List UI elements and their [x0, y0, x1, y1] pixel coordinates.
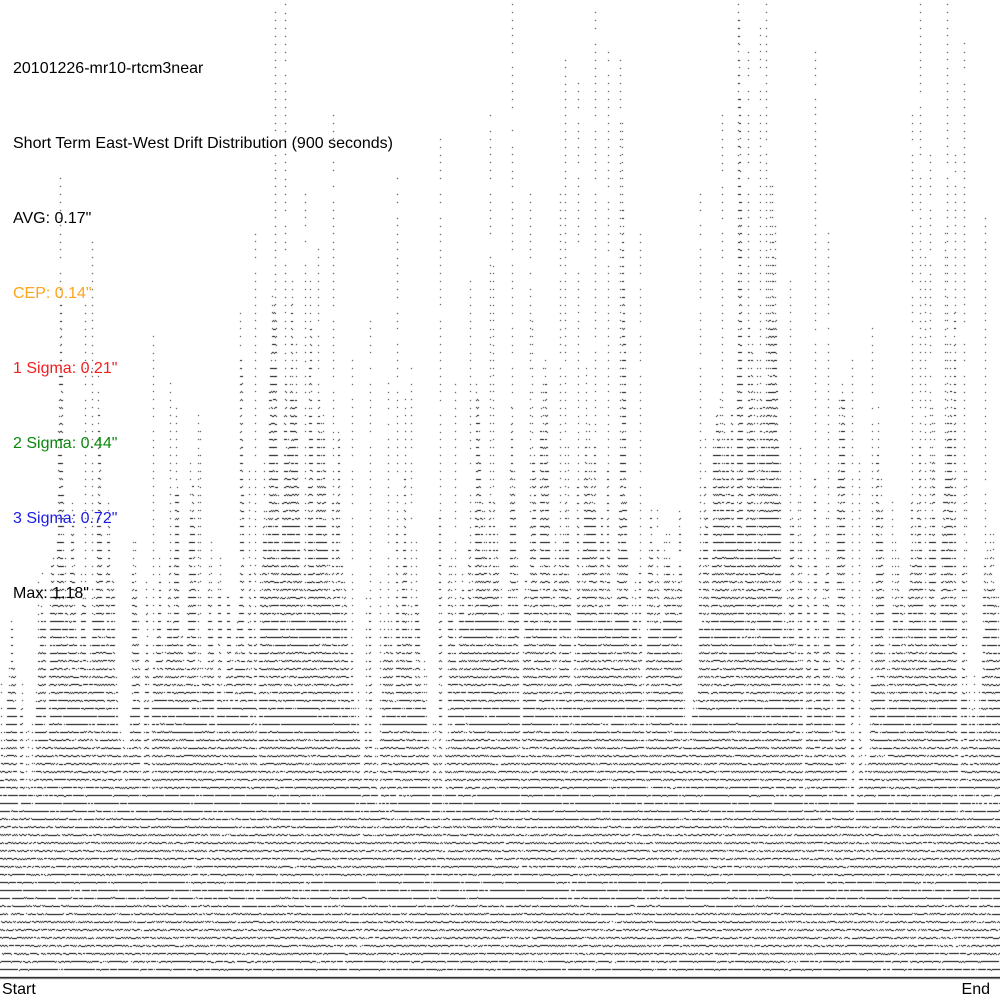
stat-avg: AVG: 0.17": [13, 210, 92, 227]
x-axis-start-label: Start: [2, 981, 36, 998]
stats-panel: 20101226-mr10-rtcm3near Short Term East-…: [13, 6, 393, 656]
stat-2sigma: 2 Sigma: 0.44": [13, 435, 118, 452]
stat-1sigma: 1 Sigma: 0.21": [13, 360, 118, 377]
chart-title: Short Term East-West Drift Distribution …: [13, 135, 393, 152]
stat-3sigma: 3 Sigma: 0.72": [13, 510, 118, 527]
stat-cep: CEP: 0.14": [13, 285, 92, 302]
dataset-name: 20101226-mr10-rtcm3near: [13, 60, 204, 77]
x-axis-end-label: End: [961, 981, 990, 998]
stat-max: Max: 1.18": [13, 585, 89, 602]
